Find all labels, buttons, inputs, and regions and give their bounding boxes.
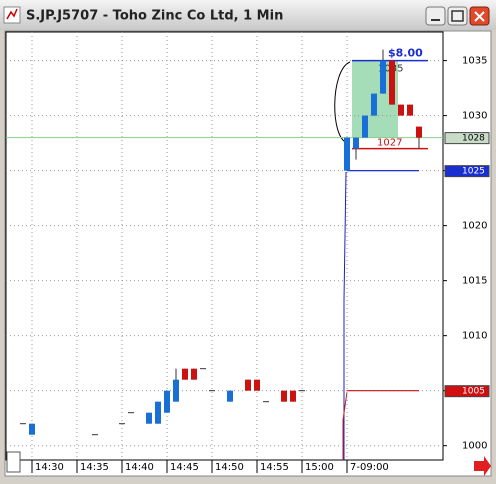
x-tick-label: 7-09:00 [350, 462, 389, 473]
title-bar [0, 0, 496, 30]
candle-body [227, 390, 233, 402]
price-tag [444, 165, 490, 178]
scroll-right-arrow[interactable] [474, 456, 491, 476]
maximize-button[interactable] [447, 6, 468, 26]
candle-body [416, 126, 422, 138]
x-tick-label: 14:45 [170, 462, 199, 473]
x-tick-label: 14:55 [260, 462, 289, 473]
x-tick-label: 14:35 [80, 462, 109, 473]
candle-body [29, 423, 35, 435]
candle-body [245, 379, 251, 391]
price-tag-label: 1005 [462, 387, 485, 397]
close-glyph [474, 11, 485, 22]
minimize-button[interactable] [425, 6, 446, 26]
stop-label: 1027 [377, 138, 402, 149]
candle-body [380, 60, 386, 94]
candle-body [164, 390, 170, 413]
candle-body [254, 379, 260, 391]
candle-body [155, 401, 161, 424]
x-tick-label: 15:00 [305, 462, 334, 473]
price-tag-label: 1028 [462, 134, 485, 144]
y-tick-label: 1030 [462, 111, 487, 122]
candle-body [362, 115, 368, 138]
gap-line [342, 391, 348, 460]
candle-body [398, 104, 404, 116]
maximize-glyph [451, 10, 464, 22]
y-tick-label: 1020 [462, 221, 487, 232]
candle-body [371, 93, 377, 116]
candle-body [173, 379, 179, 402]
candle-body [389, 60, 395, 105]
target-note: $8.00 [388, 47, 423, 60]
candle-body [182, 368, 188, 380]
y-tick-label: 1000 [462, 441, 487, 452]
ellipse-drawing [334, 61, 351, 144]
window-title: S.JP.J5707 - Toho Zinc Co Ltd, 1 Min [26, 9, 283, 24]
price-tag [444, 132, 490, 145]
x-tick-label: 14:40 [125, 462, 154, 473]
x-tick-label: 14:50 [215, 462, 244, 473]
candle-body [191, 368, 197, 380]
y-tick-label: 1015 [462, 276, 487, 287]
candle-body [344, 137, 350, 171]
gap-line [343, 171, 347, 460]
scroll-box[interactable] [6, 451, 21, 473]
y-tick-label: 1035 [462, 56, 487, 67]
candle-body [353, 137, 359, 149]
price-tag-label: 1025 [462, 167, 485, 177]
candle-body [146, 412, 152, 424]
x-tick-label: 14:30 [35, 462, 64, 473]
candle-body [290, 390, 296, 402]
candle-body [407, 104, 413, 116]
y-tick-label: 1010 [462, 331, 487, 342]
app-icon-glyph [6, 8, 18, 20]
price-tag [444, 385, 490, 398]
candle-body [281, 390, 287, 402]
